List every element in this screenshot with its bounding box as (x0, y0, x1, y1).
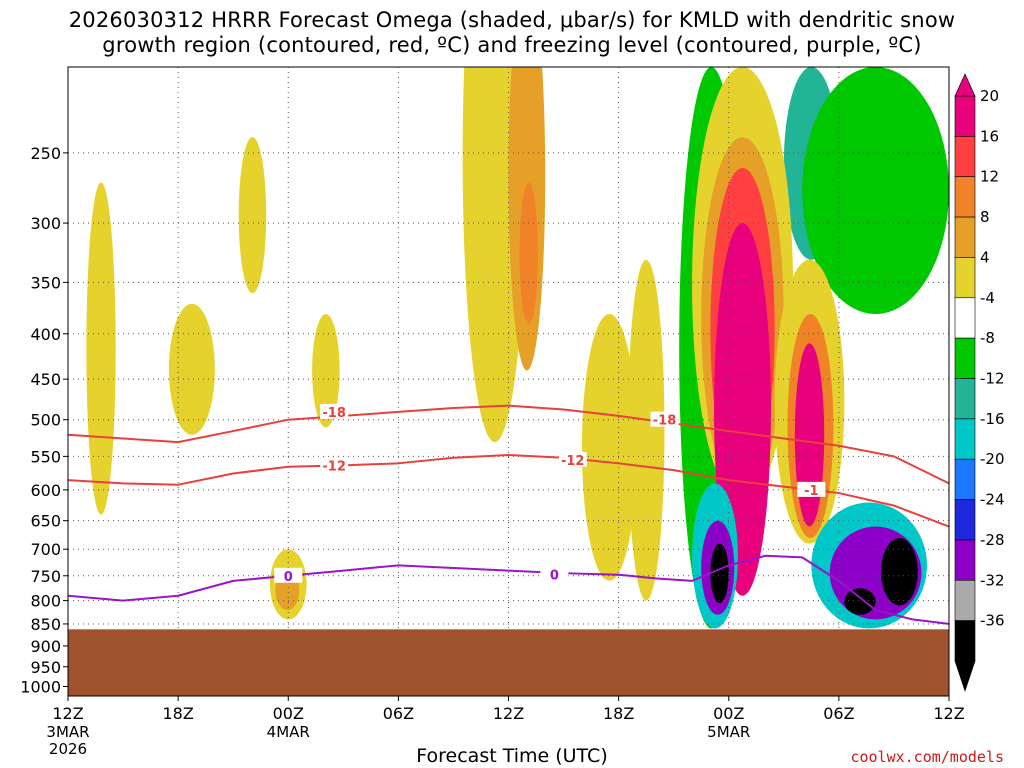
x-tick-label: 00Z (713, 704, 744, 723)
colorbar-label: -24 (980, 491, 1005, 509)
colorbar-label: -16 (980, 410, 1005, 428)
x-axis: 12Z 18Z 00Z 06Z 12Z 18Z 00Z 06Z 12Z (52, 696, 965, 723)
x-tick-label: 00Z (273, 704, 304, 723)
dgz-contour-label: -12 (561, 454, 585, 469)
x-axis-label: Forecast Time (UTC) (416, 745, 608, 767)
colorbar-segment (954, 257, 976, 299)
colorbar-label: -36 (980, 612, 1005, 630)
freezing-level-label: 0 (550, 569, 559, 584)
y-tick-label: 300 (30, 214, 61, 233)
colorbar-label: 12 (980, 168, 999, 186)
contour-label-bg (274, 567, 303, 583)
omega-region (794, 343, 825, 527)
colorbar-segment (954, 378, 976, 420)
contour-label-bg (320, 457, 349, 473)
omega-region (844, 588, 876, 615)
colorbar-label: 16 (980, 127, 999, 145)
omega-shading (86, 67, 949, 629)
colorbar-label: 20 (980, 87, 999, 105)
x-date-label: 5MAR (707, 723, 751, 741)
colorbar-segment (954, 579, 976, 621)
y-tick-label: 500 (30, 411, 61, 430)
colorbar-segment (954, 620, 976, 662)
colorbar-segment (954, 95, 976, 137)
omega-region (710, 543, 729, 604)
terrain-fill (68, 629, 949, 696)
colorbar-segment (954, 216, 976, 258)
x-tick-label: 12Z (493, 704, 524, 723)
dgz-contour-line (68, 404, 949, 485)
y-tick-label: 400 (30, 325, 61, 344)
y-axis: 250 300 350 400 450 500 550 600 650 700 750 800 850 9… (20, 144, 68, 696)
contour-label-bg (320, 403, 349, 419)
y-tick-label: 700 (30, 540, 61, 559)
colorbar-segment (954, 337, 976, 379)
y-tick-label: 1000 (20, 677, 61, 696)
contour-label-bg (650, 411, 679, 427)
colorbar-segment (954, 458, 976, 500)
omega-region (581, 314, 637, 581)
colorbar-label: -28 (980, 531, 1005, 549)
dgz-contour-label: -18 (653, 414, 677, 429)
colorbar-label: -20 (980, 450, 1005, 468)
colorbar-label: 4 (980, 248, 990, 266)
site-credit: coolwx.com/models (850, 748, 1004, 766)
y-tick-label: 350 (30, 273, 61, 292)
colorbar-segment (954, 418, 976, 460)
dgz-contour-label: -12 (322, 459, 346, 474)
x-date-label: 4MAR (266, 723, 310, 741)
omega-region (881, 538, 918, 606)
colorbar-segment (954, 176, 976, 218)
colorbar-segment (954, 297, 976, 339)
omega-region (238, 137, 267, 294)
chart-title-line-2: growth region (contoured, red, ºC) and f… (102, 33, 922, 57)
omega-region (519, 182, 538, 325)
y-tick-label: 450 (30, 370, 61, 389)
chart-title-line-1: 2026030312 HRRR Forecast Omega (shaded, … (68, 8, 956, 32)
omega-region (312, 314, 340, 428)
y-tick-label: 950 (30, 658, 61, 677)
colorbar-label: -4 (980, 289, 995, 307)
y-tick-label: 650 (30, 512, 61, 531)
colorbar-bottom-arrow (954, 660, 976, 692)
x-tick-label: 18Z (603, 704, 634, 723)
dgz-contour-label: -1 (804, 484, 818, 499)
y-tick-label: 550 (30, 447, 61, 466)
colorbar-segment (954, 136, 976, 178)
colorbar-label: -8 (980, 329, 995, 347)
omega-region (627, 259, 665, 601)
colorbar-label: -32 (980, 571, 1005, 589)
freezing-level-label: 0 (284, 570, 293, 585)
y-tick-label: 800 (30, 592, 61, 611)
contour-label-bg (797, 481, 826, 497)
contour-label-bg (558, 451, 587, 467)
x-tick-label: 18Z (162, 704, 193, 723)
x-tick-label: 12Z (52, 704, 83, 723)
omega-region (168, 303, 215, 435)
y-tick-label: 600 (30, 481, 61, 500)
colorbar-segment (954, 539, 976, 581)
colorbar: 20 16 12 8 4 -4 -8 -12 -16 -20 -24 -28 -32 -36 (954, 73, 1005, 692)
colorbar-segment (954, 499, 976, 541)
x-tick-label: 12Z (933, 704, 964, 723)
y-tick-label: 250 (30, 144, 61, 163)
colorbar-top-arrow (954, 73, 976, 97)
y-tick-label: 850 (30, 615, 61, 634)
contours: -18 -18 -12 -12 -1 0 0 (68, 403, 949, 625)
omega-region (86, 182, 116, 515)
colorbar-label: 8 (980, 208, 990, 226)
freezing-level-line (68, 554, 949, 625)
x-tick-label: 06Z (383, 704, 414, 723)
x-date-label: 2026 (48, 740, 88, 758)
y-tick-label: 750 (30, 567, 61, 586)
colorbar-label: -12 (980, 370, 1005, 388)
x-tick-label: 06Z (823, 704, 854, 723)
contour-label-bg (540, 566, 569, 582)
dgz-contour-label: -18 (322, 406, 346, 421)
x-date-label: 3MAR (46, 723, 90, 741)
y-tick-label: 900 (30, 637, 61, 656)
